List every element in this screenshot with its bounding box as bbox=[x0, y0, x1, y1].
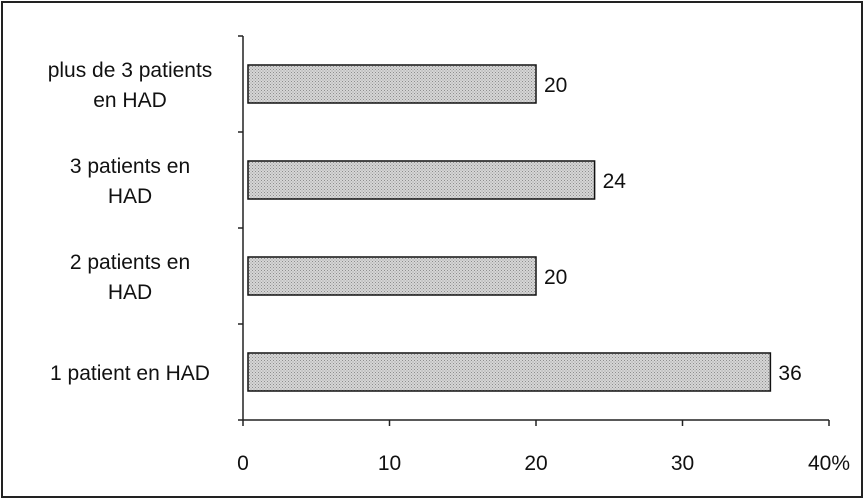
data-label: 36 bbox=[778, 362, 801, 385]
category-label: 2 patients en bbox=[70, 251, 190, 274]
data-label: 20 bbox=[544, 266, 567, 289]
x-tick-label: 10 bbox=[378, 452, 401, 475]
category-label: HAD bbox=[108, 185, 152, 208]
category-label: en HAD bbox=[93, 89, 167, 112]
category-label: 3 patients en bbox=[70, 155, 190, 178]
x-tick-label: 40% bbox=[808, 452, 850, 475]
x-tick-label: 30 bbox=[671, 452, 694, 475]
bar bbox=[247, 352, 772, 392]
x-tick-label: 0 bbox=[237, 452, 249, 475]
category-label: HAD bbox=[108, 281, 152, 304]
bar bbox=[247, 64, 537, 104]
category-label: 1 patient en HAD bbox=[50, 362, 210, 385]
data-label: 24 bbox=[603, 170, 627, 193]
category-label: plus de 3 patients bbox=[48, 59, 213, 82]
bar bbox=[247, 160, 596, 200]
x-tick-label: 20 bbox=[524, 452, 547, 475]
data-label: 20 bbox=[544, 74, 567, 97]
bar bbox=[247, 256, 537, 296]
